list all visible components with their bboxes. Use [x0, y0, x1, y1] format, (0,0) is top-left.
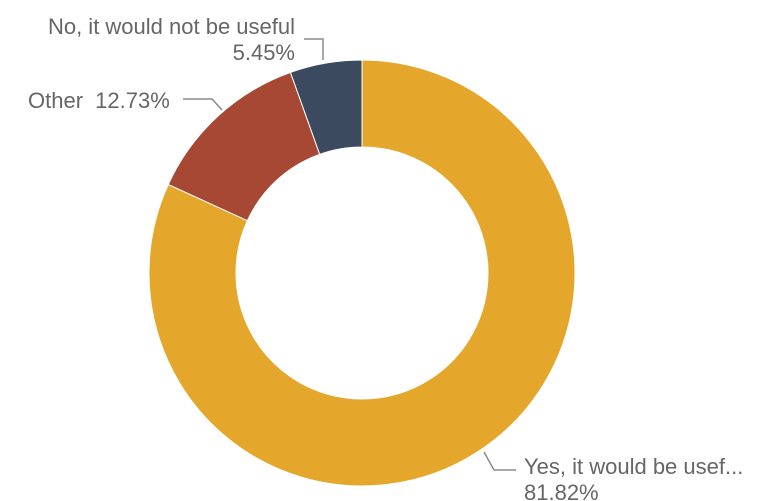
- leader-line-yes: [483, 451, 516, 471]
- slice-layer: [148, 59, 576, 487]
- slice-label-other-name: Other: [28, 88, 83, 113]
- slice-label-yes: Yes, it would be usef...: [524, 454, 743, 479]
- slice-value-other: 12.73%: [95, 88, 170, 113]
- slice-yes[interactable]: [148, 59, 576, 487]
- leader-line-no: [304, 38, 324, 60]
- leader-line-other: [183, 98, 223, 111]
- slice-value-no: 5.45%: [233, 40, 295, 65]
- slice-label-other: Other 12.73%: [28, 88, 170, 113]
- slice-no[interactable]: [289, 59, 363, 155]
- slice-value-yes: 81.82%: [524, 480, 599, 501]
- slice-label-no: No, it would not be useful: [48, 14, 295, 39]
- label-layer: No, it would not be useful 5.45% Other 1…: [28, 14, 743, 501]
